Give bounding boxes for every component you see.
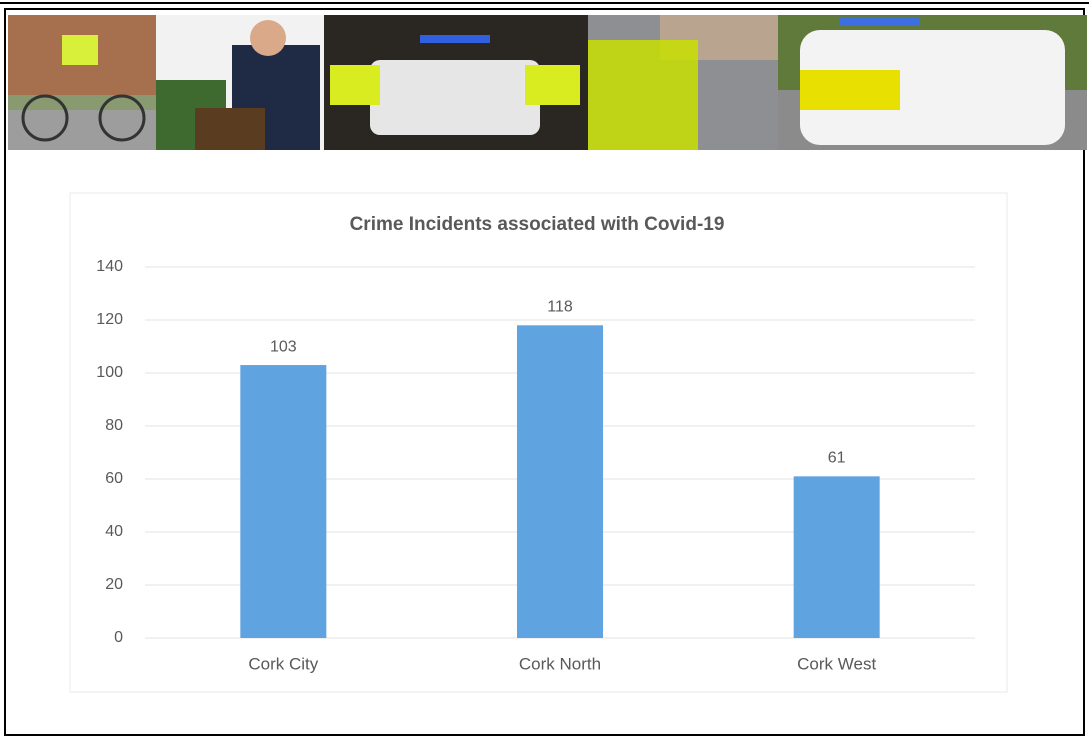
photo-wheel xyxy=(98,94,146,142)
bar xyxy=(793,476,880,638)
frame xyxy=(4,8,1085,736)
photo-door xyxy=(525,65,580,105)
photo-car-body xyxy=(800,30,1065,145)
y-tick-label: 80 xyxy=(105,417,123,434)
plot: 0 20 40 60 80 100 120 140 Cork City 103 Cork North… xyxy=(96,258,975,673)
photo-vest xyxy=(62,35,98,65)
y-tick-label: 40 xyxy=(105,523,123,540)
photo-dog xyxy=(195,108,265,150)
photo-road xyxy=(8,110,156,150)
x-tick-label: Cork West xyxy=(797,654,876,673)
data-label: 103 xyxy=(270,338,297,355)
photo-door xyxy=(330,65,380,105)
y-tick-label: 60 xyxy=(105,470,123,487)
chart-title: Crime Incidents associated with Covid-19 xyxy=(350,214,725,235)
photo-lights xyxy=(840,18,920,26)
photo-face xyxy=(250,20,286,56)
bar xyxy=(240,365,327,638)
data-label: 118 xyxy=(547,299,573,316)
bar xyxy=(517,325,603,638)
y-tick-label: 140 xyxy=(96,258,123,275)
data-label: 61 xyxy=(828,450,846,467)
y-tick-label: 120 xyxy=(96,311,123,328)
photo-stripe xyxy=(800,70,900,110)
x-tick-label: Cork City xyxy=(248,654,318,673)
y-tick-label: 0 xyxy=(114,629,123,646)
photo-car-body xyxy=(370,60,540,135)
photo-lights xyxy=(420,35,490,43)
photo-wheel xyxy=(21,94,69,142)
x-tick-label: Cork North xyxy=(519,654,601,673)
photo-car-side xyxy=(588,40,698,150)
photo-strip xyxy=(8,15,1087,150)
y-tick-label: 100 xyxy=(96,364,123,381)
y-tick-label: 20 xyxy=(105,576,123,593)
